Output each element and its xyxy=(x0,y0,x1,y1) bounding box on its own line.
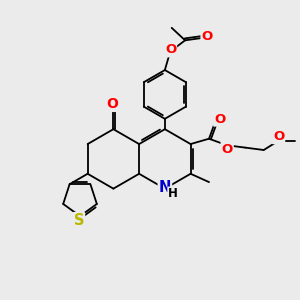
Text: O: O xyxy=(214,112,225,126)
Text: O: O xyxy=(221,142,233,156)
Text: N: N xyxy=(159,180,171,195)
Text: O: O xyxy=(201,30,213,43)
Text: O: O xyxy=(106,97,118,111)
Text: O: O xyxy=(273,130,284,143)
Text: S: S xyxy=(74,213,84,228)
Text: H: H xyxy=(168,188,178,200)
Text: O: O xyxy=(165,43,176,56)
